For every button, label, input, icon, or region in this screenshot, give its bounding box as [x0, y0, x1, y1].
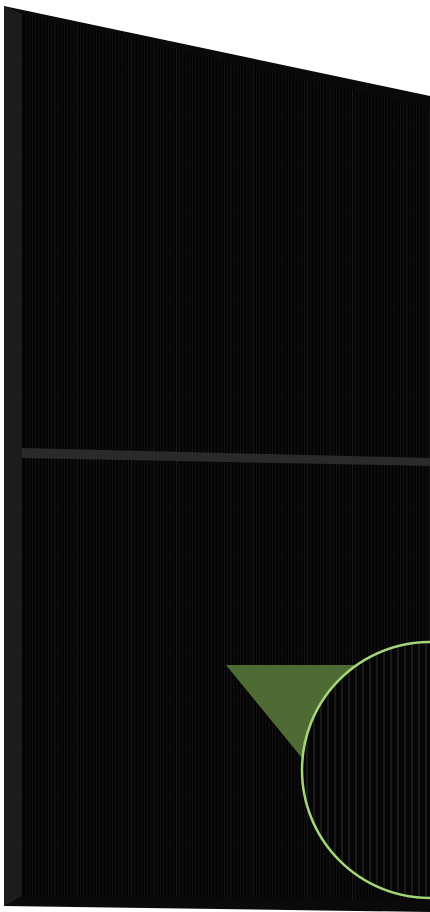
- magnifier-callout: [226, 665, 354, 758]
- cell-grid-rows: [22, 59, 430, 844]
- panel-frame-side: [4, 6, 22, 906]
- panel-mid-divider: [22, 448, 430, 466]
